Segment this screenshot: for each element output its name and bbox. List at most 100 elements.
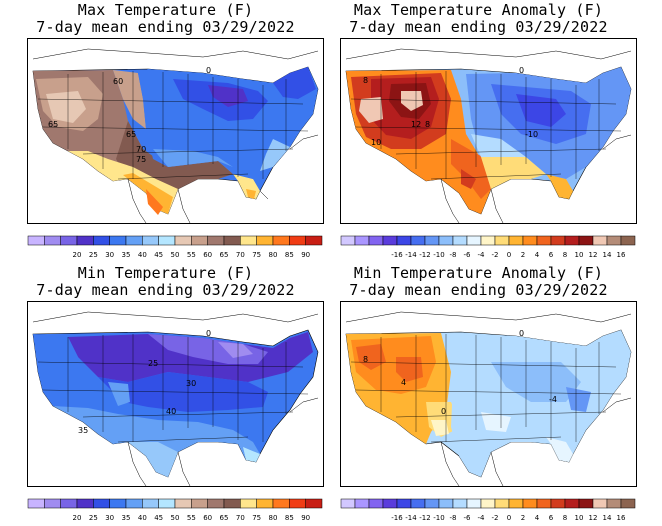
legend-label: 40: [138, 514, 147, 522]
legend-label: 50: [171, 514, 180, 522]
legend-swatch: [564, 498, 580, 509]
legend-swatch: [60, 235, 78, 246]
legend-swatch: [174, 235, 192, 246]
legend-label: 16: [617, 251, 626, 259]
legend-label: -2: [492, 251, 499, 259]
panel-subtitle: 7-day mean ending 03/29/2022: [349, 281, 608, 299]
legend-swatch: [508, 498, 524, 509]
legend-swatch: [142, 235, 159, 246]
map-label: 0: [206, 329, 211, 338]
legend-label: 65: [220, 251, 229, 259]
legend-swatch: [522, 235, 538, 246]
legend-label: -6: [464, 514, 472, 522]
legend-label: 16: [617, 514, 626, 522]
legend-label: 20: [73, 514, 82, 522]
panel-title: Max Temperature (F): [77, 1, 254, 19]
legend-label: 30: [105, 514, 114, 522]
legend-swatch: [410, 235, 426, 246]
legend-swatch: [207, 498, 225, 509]
color-legend: 20 25 30 35 40 45 50 55 60 65 70 75 80 85 90: [27, 498, 323, 524]
color-legend: 20 25 30 35 40 45 50 55 60 65 70 75 80 85 90: [27, 235, 323, 261]
legend-swatch: [27, 235, 45, 246]
legend-label: 4: [535, 514, 540, 522]
legend-swatch: [382, 498, 398, 509]
map-label: 60: [113, 77, 123, 86]
legend-swatch: [452, 498, 468, 509]
max-temp-anomaly-map: 8 12 8 10 -10 0: [340, 38, 637, 224]
legend-label: 6: [549, 514, 554, 522]
legend-swatch: [109, 498, 127, 509]
legend-label: 2: [521, 514, 525, 522]
legend-swatch: [272, 498, 290, 509]
legend-label: 0: [507, 514, 511, 522]
map-label: -10: [525, 130, 538, 139]
legend-label: -14: [405, 251, 417, 259]
legend-label: 90: [301, 514, 310, 522]
legend-label: -8: [450, 514, 457, 522]
legend-label: 12: [589, 514, 598, 522]
map-label: 65: [48, 120, 58, 129]
legend-swatch: [125, 235, 143, 246]
legend-swatch: [536, 235, 552, 246]
legend-swatch: [592, 235, 608, 246]
map-label: 8: [363, 76, 368, 85]
legend-swatch: [44, 235, 61, 246]
legend-label: -16: [391, 514, 403, 522]
panel-title: Min Temperature (F): [77, 264, 254, 282]
legend-swatch: [382, 235, 398, 246]
legend-label: 85: [285, 514, 294, 522]
legend-swatch: [191, 235, 208, 246]
min-temp-map: 25 30 40 35 0: [27, 301, 324, 487]
map-label: 10: [371, 138, 381, 147]
map-label: 40: [166, 407, 176, 416]
legend-swatch: [340, 235, 356, 246]
legend-swatch: [424, 235, 440, 246]
legend-swatch: [396, 498, 412, 509]
legend-label: -14: [405, 514, 417, 522]
legend-swatch: [27, 498, 45, 509]
legend-swatch: [44, 498, 61, 509]
legend-swatch: [76, 498, 94, 509]
legend-label: -12: [419, 251, 430, 259]
panel-subtitle: 7-day mean ending 03/29/2022: [36, 281, 295, 299]
legend-swatch: [480, 235, 496, 246]
panel-title: Max Temperature Anomaly (F): [353, 1, 604, 19]
panel-min-temp: Min Temperature (F) 7-day mean ending 03…: [0, 263, 331, 526]
legend-swatch: [368, 498, 384, 509]
legend-swatch: [223, 498, 241, 509]
legend-label: 60: [203, 514, 212, 522]
legend-label: 75: [252, 514, 261, 522]
legend-swatch: [550, 498, 566, 509]
legend-label: 8: [563, 251, 567, 259]
legend-swatch: [424, 498, 440, 509]
legend-label: 70: [236, 514, 245, 522]
legend-swatch: [354, 498, 370, 509]
legend-swatch: [494, 498, 510, 509]
legend-label: 55: [187, 251, 196, 259]
legend-label: 30: [105, 251, 114, 259]
legend-swatch: [191, 498, 208, 509]
legend-label: 8: [563, 514, 567, 522]
legend-label: 35: [122, 251, 131, 259]
legend-label: 10: [575, 514, 584, 522]
map-label: 70: [136, 145, 146, 154]
legend-label: 14: [603, 251, 612, 259]
legend-swatch: [368, 235, 384, 246]
legend-swatch: [592, 498, 608, 509]
legend-label: -4: [478, 514, 486, 522]
map-label: 75: [136, 155, 146, 164]
legend-swatch: [480, 498, 496, 509]
max-temp-map: 60 65 65 70 75 0: [27, 38, 324, 224]
map-label: 30: [186, 379, 196, 388]
legend-swatch: [305, 498, 323, 509]
legend-label: -8: [450, 251, 457, 259]
legend-label: 45: [154, 514, 163, 522]
legend-label: 6: [549, 251, 554, 259]
legend-label: 40: [138, 251, 147, 259]
map-label: 4: [401, 378, 406, 387]
legend-swatch: [93, 498, 110, 509]
color-legend: -16 -14 -12 -10 -8 -6 -4 -2 0 2 4 6 8 10 12 14 16: [340, 498, 636, 524]
legend-swatch: [438, 498, 454, 509]
legend-swatch: [564, 235, 580, 246]
legend-label: 60: [203, 251, 212, 259]
